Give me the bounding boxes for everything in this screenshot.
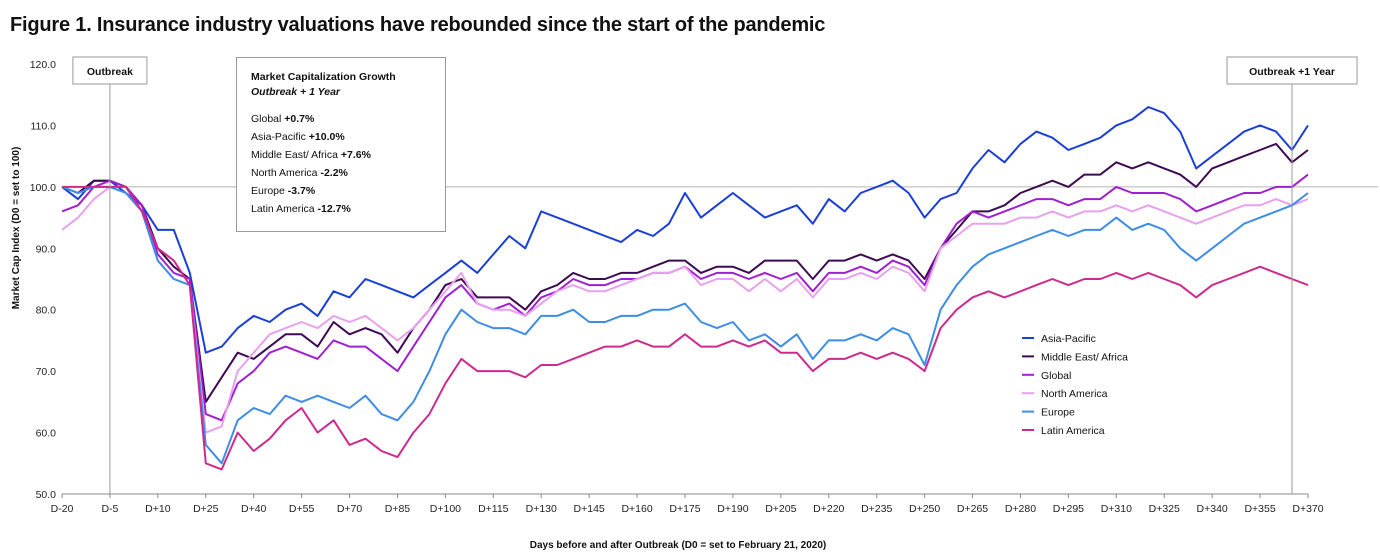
box-row: Asia-Pacific +10.0%: [251, 128, 431, 146]
x-tick-label: D+55: [289, 503, 315, 515]
x-tick-label: D+205: [765, 503, 796, 515]
market-cap-growth-box: Market Capitalization Growth Outbreak + …: [236, 57, 446, 232]
y-axis-ticks: 50.0 60.0 70.0 80.0 90.0 100.0 110.0 120.0: [30, 59, 56, 501]
x-tick-label: D+265: [957, 503, 988, 515]
marker-label: Outbreak +1 Year: [1249, 66, 1335, 78]
box-row: Global +0.7%: [251, 110, 431, 128]
legend: Asia-Pacific Middle East/ Africa Global Nor…: [1022, 333, 1128, 437]
box-row-label: North America: [251, 167, 321, 179]
x-tick-label: D-5: [101, 503, 118, 515]
box-row-label: Latin America: [251, 203, 318, 215]
x-tick-label: D+190: [717, 503, 748, 515]
legend-label: Europe: [1041, 407, 1075, 419]
x-tick-label: D+220: [813, 503, 844, 515]
event-markers: Outbreak Outbreak +1 Year: [72, 56, 1358, 494]
box-row: North America -2.2%: [251, 164, 431, 182]
x-tick-label: D+70: [337, 503, 363, 515]
legend-label: Asia-Pacific: [1041, 333, 1096, 345]
series-line-middle-east-africa: [61, 142, 1309, 403]
box-row-value: +0.7%: [284, 113, 315, 125]
x-tick-label: D+160: [621, 503, 652, 515]
series-line-europe: [61, 185, 1309, 465]
series-line-asia-pacific: [61, 106, 1309, 354]
marker-label: Outbreak: [87, 66, 133, 78]
legend-label: Global: [1041, 370, 1071, 382]
x-tick-label: D+325: [1149, 503, 1180, 515]
y-tick-label: 120.0: [30, 59, 56, 71]
y-tick-label: 100.0: [30, 182, 56, 194]
x-tick-label: D+130: [526, 503, 557, 515]
box-row-value: -3.7%: [287, 185, 316, 197]
box-row-value: +7.6%: [340, 149, 371, 161]
x-axis-ticks: D-20 D-5 D+10 D+25 D+40 D+55 D+70 D+85 D+100 D+11…: [51, 494, 1324, 515]
legend-label: Latin America: [1041, 425, 1105, 437]
x-tick-label: D+85: [385, 503, 411, 515]
x-tick-label: D+40: [241, 503, 267, 515]
x-tick-label: D+25: [193, 503, 219, 515]
x-tick-label: D+280: [1005, 503, 1036, 515]
box-subheading: Outbreak + 1 Year: [251, 86, 341, 98]
box-row-label: Global: [251, 113, 285, 125]
marker-box: [1226, 56, 1358, 85]
legend-label: North America: [1041, 388, 1108, 400]
series-line-latin-america: [62, 185, 1309, 471]
box-row: Middle East/ Africa +7.6%: [251, 146, 431, 164]
series-line-north-america: [61, 185, 1309, 434]
x-tick-label: D+370: [1292, 503, 1323, 515]
box-rows: Global +0.7% Asia-Pacific +10.0% Middle Ea…: [251, 110, 431, 218]
x-tick-label: D+295: [1053, 503, 1084, 515]
box-row-label: Middle East/ Africa: [251, 149, 341, 161]
chart-title: Figure 1. Insurance industry valuations …: [10, 14, 826, 36]
series-lines: [61, 106, 1309, 471]
box-row: Latin America -12.7%: [251, 200, 431, 218]
axis-grid: [62, 186, 1378, 495]
x-tick-label: D+100: [430, 503, 461, 515]
x-tick-label: D+115: [478, 503, 509, 515]
x-tick-label: D+355: [1244, 503, 1275, 515]
x-tick-label: D+10: [145, 503, 171, 515]
box-row: Europe -3.7%: [251, 182, 431, 200]
y-axis-title: Market Cap Index (D0 = set to 100): [11, 147, 22, 310]
marker-box: [72, 56, 148, 85]
box-heading: Market Capitalization Growth: [251, 71, 396, 83]
box-row-value: -2.2%: [320, 167, 348, 179]
x-tick-label: D+310: [1101, 503, 1132, 515]
x-tick-label: D+145: [574, 503, 605, 515]
y-tick-label: 50.0: [36, 489, 57, 501]
x-axis-title: Days before and after Outbreak (D0 = set…: [530, 540, 827, 551]
box-row-label: Europe: [251, 185, 288, 197]
x-tick-label: D+235: [861, 503, 892, 515]
legend-label: Middle East/ Africa: [1041, 351, 1128, 363]
box-row-value: -12.7%: [317, 203, 351, 215]
x-tick-label: D-20: [51, 503, 74, 515]
box-row-value: +10.0%: [308, 131, 345, 143]
x-tick-label: D+250: [909, 503, 940, 515]
x-tick-label: D+340: [1197, 503, 1228, 515]
y-tick-label: 80.0: [36, 305, 57, 317]
x-tick-label: D+175: [669, 503, 700, 515]
y-tick-label: 110.0: [31, 120, 57, 132]
y-tick-label: 90.0: [36, 243, 57, 255]
y-tick-label: 70.0: [36, 366, 57, 378]
box-row-label: Asia-Pacific: [251, 131, 309, 143]
y-tick-label: 60.0: [36, 428, 57, 440]
